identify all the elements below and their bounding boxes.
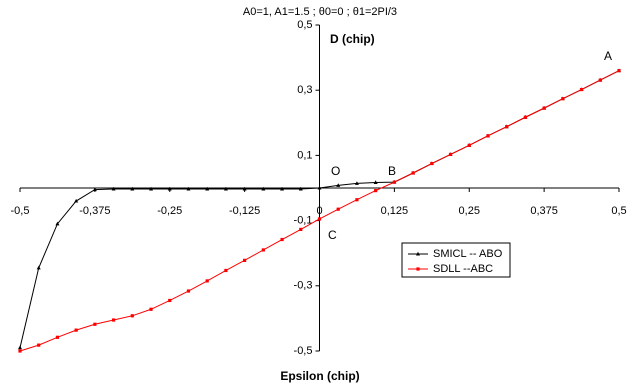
data-point — [392, 180, 396, 184]
x-axis-label: Epsilon (chip) — [280, 369, 359, 383]
legend-label: SDLL --ABC — [433, 263, 493, 275]
data-point — [523, 115, 528, 119]
data-point — [280, 186, 285, 191]
x-tick-label: -0,25 — [157, 205, 182, 217]
x-tick-label: 0,5 — [611, 205, 626, 217]
data-point — [505, 125, 509, 129]
data-point — [111, 318, 116, 322]
data-point — [55, 221, 60, 226]
chart-title: A0=1, A1=1.5 ; θ0=0 ; θ1=2PI/3 — [243, 6, 397, 18]
data-point — [74, 328, 78, 332]
data-point — [430, 161, 434, 166]
legend-label: SMICL -- ABO — [433, 248, 503, 260]
data-point — [598, 78, 602, 82]
legend-marker — [416, 251, 420, 256]
data-point — [243, 258, 247, 262]
data-point — [149, 186, 154, 191]
data-point — [355, 198, 359, 202]
data-point — [336, 183, 341, 187]
data-point — [167, 186, 172, 191]
y-tick-label: 0,5 — [297, 19, 312, 31]
data-point — [130, 314, 134, 318]
data-point — [617, 69, 621, 73]
x-tick-label: 0,125 — [381, 205, 409, 217]
y-tick-label: -0,3 — [294, 280, 313, 292]
data-point — [205, 186, 210, 191]
y-tick-label: 0,1 — [297, 149, 312, 161]
data-point — [92, 187, 97, 192]
y-tick-label: -0,5 — [294, 345, 313, 357]
data-point — [448, 152, 453, 157]
data-point — [37, 343, 41, 347]
annotation: A — [604, 49, 612, 63]
data-point — [36, 265, 41, 270]
data-point — [223, 186, 228, 191]
data-point — [74, 198, 79, 203]
data-point — [168, 298, 172, 303]
legend-marker — [416, 267, 420, 271]
x-tick-label: -0,125 — [229, 205, 260, 217]
data-point — [149, 307, 153, 311]
x-tick-label: 0,375 — [530, 205, 558, 217]
y-tick-label: 0,3 — [297, 84, 312, 96]
annotation: O — [331, 164, 340, 178]
y-tick-label: -0,1 — [294, 215, 313, 227]
data-point — [55, 335, 60, 339]
data-point — [373, 180, 378, 184]
x-tick-label: 0,25 — [459, 205, 480, 217]
data-point — [486, 134, 490, 138]
data-point — [261, 186, 266, 191]
data-point — [579, 87, 584, 92]
annotation: D (chip) — [330, 32, 375, 46]
data-point — [317, 217, 322, 221]
data-point — [336, 207, 340, 211]
data-point — [280, 237, 284, 242]
x-tick-label: -0,5 — [11, 205, 30, 217]
data-point — [18, 345, 22, 350]
legend-box — [401, 242, 511, 278]
data-point — [186, 289, 191, 293]
data-point — [130, 186, 135, 191]
data-point — [242, 186, 247, 191]
data-point — [93, 322, 97, 326]
data-point — [542, 106, 546, 110]
data-point — [261, 248, 265, 252]
data-point — [298, 186, 303, 191]
data-point — [224, 268, 228, 273]
data-point — [561, 97, 565, 101]
annotation: B — [388, 164, 396, 178]
data-point — [411, 171, 415, 175]
data-point — [374, 189, 378, 193]
data-point — [467, 143, 471, 147]
x-tick-label: -0,375 — [79, 205, 110, 217]
data-point — [18, 349, 22, 353]
x-tick-label: 0 — [316, 205, 322, 217]
data-point — [205, 279, 209, 283]
data-point — [186, 186, 191, 191]
data-point — [299, 227, 303, 232]
annotation: C — [328, 228, 337, 242]
data-point — [111, 186, 116, 191]
data-point — [317, 185, 322, 190]
data-point — [354, 181, 359, 185]
